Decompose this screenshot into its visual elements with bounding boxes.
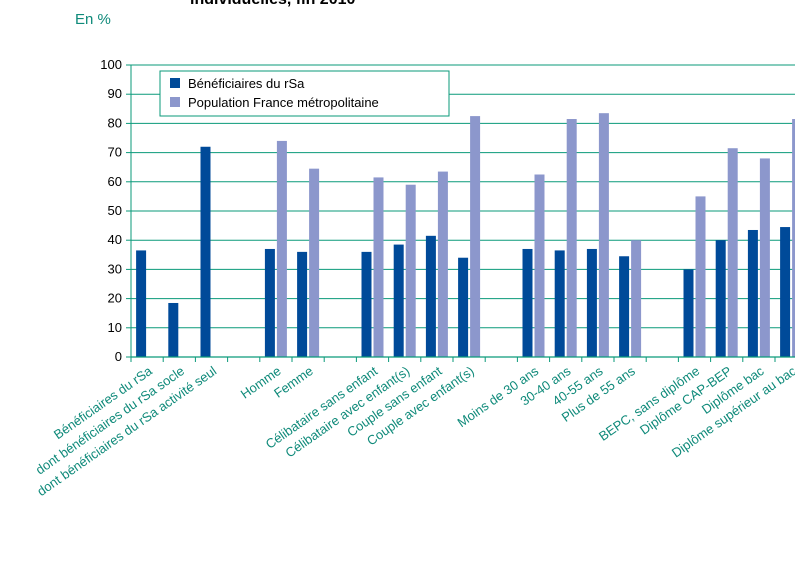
bar-series2 (566, 119, 577, 358)
legend-frame (159, 70, 450, 117)
bar-series1 (458, 257, 469, 357)
legend-swatch-series1 (170, 78, 180, 88)
bar-series1 (619, 256, 630, 357)
bar-series2 (405, 184, 416, 357)
y-tick-label: 80 (108, 115, 122, 130)
bar-series2 (727, 148, 738, 357)
y-tick-label: 70 (108, 145, 122, 160)
y-tick-label: 20 (108, 291, 122, 306)
bar-series2 (470, 116, 481, 357)
y-tick-label: 10 (108, 320, 122, 335)
bar-series2 (373, 177, 384, 357)
bar-series1 (425, 235, 436, 357)
bar-series1 (586, 248, 597, 357)
bar-series1 (264, 248, 275, 357)
bar-series2 (309, 168, 320, 357)
bar-series1 (747, 229, 758, 357)
bar-series1 (554, 250, 565, 357)
bar-series1 (297, 251, 308, 357)
bar-series2 (437, 171, 448, 357)
bar-series2 (792, 119, 795, 358)
y-tick-label: 30 (108, 261, 122, 276)
y-tick-label: 100 (100, 57, 122, 72)
chart-title: individuelles, fin 2010 (190, 0, 355, 9)
bar-series2 (534, 174, 545, 357)
bar-series2 (598, 113, 609, 358)
category-label: dont bénéficiaires du rSa socle (33, 363, 187, 477)
legend-label-series1: Bénéficiaires du rSa (188, 76, 305, 91)
bar-series1 (136, 250, 147, 357)
bars (136, 113, 795, 358)
bar-series2 (276, 140, 287, 357)
bar-series1 (393, 244, 404, 357)
legend-swatch-series2 (170, 97, 180, 107)
bar-series2 (759, 158, 770, 357)
bar-series1 (780, 227, 791, 357)
y-tick-label: 0 (115, 349, 122, 364)
bar-series1 (522, 248, 533, 357)
bar-series1 (361, 251, 372, 357)
legend: Bénéficiaires du rSa Population France m… (159, 70, 450, 117)
bar-series1 (715, 240, 726, 357)
y-tick-label: 50 (108, 203, 122, 218)
y-tick-label: 60 (108, 174, 122, 189)
bar-series1 (200, 146, 211, 357)
bar-series2 (631, 240, 642, 357)
y-tick-label: 90 (108, 86, 122, 101)
bar-series2 (695, 196, 706, 357)
legend-label-series2: Population France métropolitaine (188, 95, 379, 110)
y-axis-unit-label: En % (75, 11, 111, 28)
bar-series1 (683, 269, 694, 357)
bar-series1 (168, 302, 179, 357)
y-tick-label: 40 (108, 232, 122, 247)
